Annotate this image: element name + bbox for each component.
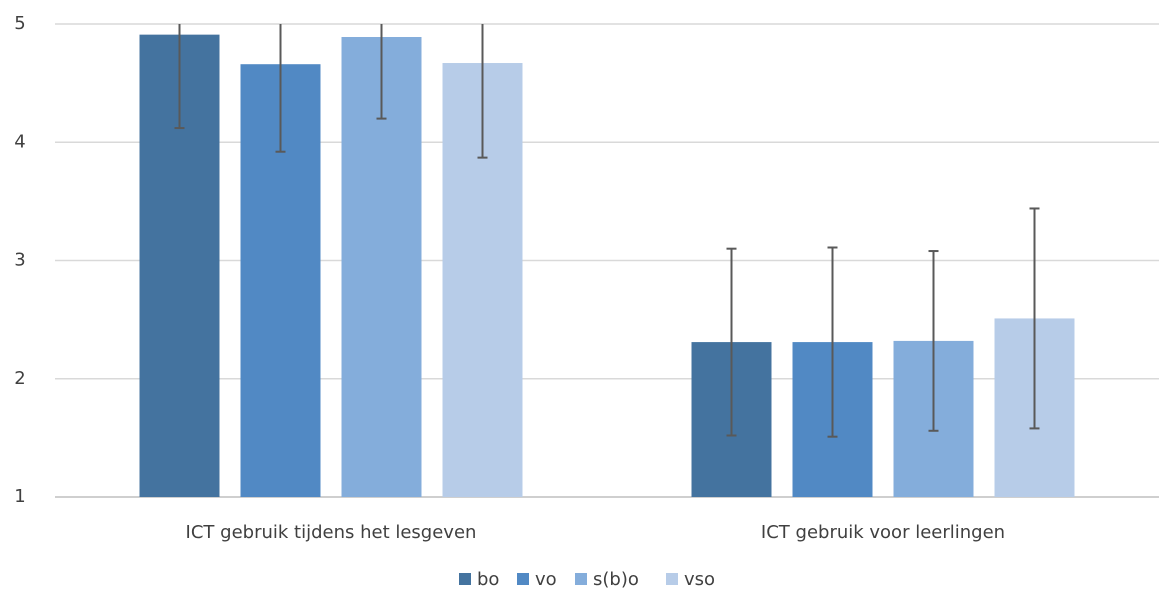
error-bar xyxy=(275,24,286,153)
legend-swatch xyxy=(517,573,529,585)
y-tick-label: 3 xyxy=(14,250,25,271)
legend-label: vso xyxy=(684,569,715,590)
y-tick-label: 2 xyxy=(14,368,25,389)
x-tick-label: ICT gebruik voor leerlingen xyxy=(761,522,1005,543)
y-tick-label: 1 xyxy=(14,486,25,507)
legend-swatch xyxy=(575,573,587,585)
legend-label: s(b)o xyxy=(593,569,639,590)
error-bar xyxy=(928,250,939,432)
error-bar xyxy=(376,24,387,120)
grid xyxy=(55,23,1159,498)
error-bars xyxy=(174,24,1040,438)
legend-swatch xyxy=(459,573,471,585)
error-bar xyxy=(174,24,185,130)
error-bar xyxy=(827,246,838,438)
labels: 1 2 3 4 5 ICT gebruik tijdens het lesgeven ICT… xyxy=(14,13,1005,590)
error-bar xyxy=(726,247,737,437)
legend-label: bo xyxy=(477,569,499,590)
x-tick-label: ICT gebruik tijdens het lesgeven xyxy=(186,522,477,543)
error-bar xyxy=(1029,207,1040,430)
error-bar xyxy=(477,24,488,159)
legend-label: vo xyxy=(535,569,557,590)
y-tick-label: 5 xyxy=(14,13,25,34)
y-tick-label: 4 xyxy=(14,131,25,152)
legend-swatch xyxy=(666,573,678,585)
